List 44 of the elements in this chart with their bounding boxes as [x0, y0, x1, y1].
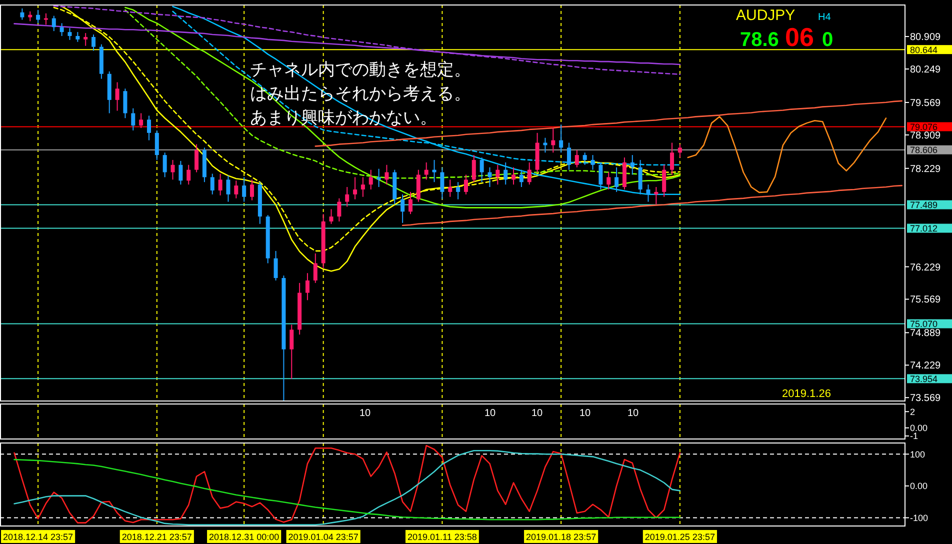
y-tick-label: -100 — [910, 512, 928, 523]
y-tick-label: 100 — [910, 449, 926, 460]
ref-line-label: 78.606 — [910, 145, 938, 156]
annotation: 0 — [822, 29, 834, 51]
line-series — [687, 116, 887, 194]
y-tick-label: 0.00 — [910, 481, 928, 492]
y-tick-label: 74.229 — [910, 360, 942, 372]
y-tick-label: 2 — [910, 406, 916, 417]
ref-line-label: 77.489 — [910, 200, 938, 210]
y-tick-label: 76.229 — [910, 262, 942, 274]
line-series — [14, 458, 681, 520]
ref-line-label: 79.076 — [910, 122, 938, 132]
x-tick-label: 2019.01.18 23:57 — [526, 532, 596, 542]
ref-line-label: 73.954 — [910, 374, 938, 384]
annotation: 2019.1.26 — [782, 388, 831, 400]
y-tick-label: 74.889 — [910, 328, 942, 340]
x-tick-label: 2019.01.11 23:58 — [407, 532, 477, 542]
annotation: 10 — [627, 408, 639, 419]
annotation: 10 — [531, 408, 543, 419]
y-tick-label: 75.569 — [910, 294, 942, 306]
ref-line-label: 75.070 — [910, 318, 938, 329]
y-tick-label: 78.229 — [910, 164, 942, 175]
ref-line-label: 77.012 — [910, 223, 938, 234]
x-tick-label: 2018.12.14 23:57 — [3, 532, 74, 542]
y-tick-label: 80.249 — [910, 64, 942, 76]
text: H4 — [818, 12, 832, 23]
x-tick-label: 2019.01.25 23:57 — [644, 532, 715, 542]
annotation: 10 — [359, 408, 371, 419]
y-tick-label: 80.909 — [910, 32, 942, 44]
x-tick-label: 2018.12.31 00:00 — [209, 532, 280, 542]
x-tick-label: 2018.12.21 23:57 — [122, 532, 192, 542]
ref-line-label: 80.644 — [910, 44, 938, 55]
annotation: 06 — [785, 22, 814, 52]
annotation: 10 — [484, 408, 496, 419]
annotation: 78.6 — [740, 29, 779, 51]
annotation: 10 — [579, 408, 591, 419]
y-tick-label: 0.00 — [910, 422, 928, 433]
chart-title: AUDJPY — [736, 7, 796, 24]
y-tick-label: -1 — [910, 431, 918, 442]
y-tick-label: 79.569 — [910, 98, 942, 109]
y-tick-label: 73.569 — [910, 393, 942, 404]
line-series — [402, 184, 902, 226]
y-tick-label: 78.909 — [910, 130, 942, 142]
x-tick-label: 2019.01.04 23:57 — [288, 532, 358, 542]
